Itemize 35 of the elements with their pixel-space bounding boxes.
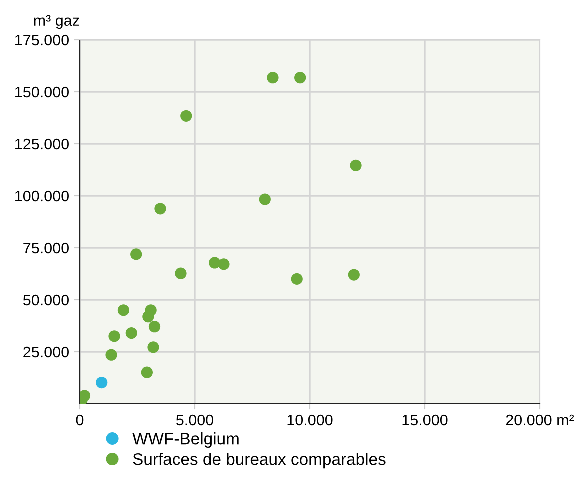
y-tick-label: 125.000 [16, 138, 69, 150]
y-tick-label: 25.000 [24, 346, 69, 358]
point [180, 110, 192, 122]
y-axis-title: m³ gaz [34, 15, 80, 30]
point [154, 203, 166, 215]
point [142, 311, 154, 323]
x-tick-label: 20.000 m² [506, 414, 574, 426]
point [130, 248, 142, 260]
point [148, 342, 160, 354]
point [294, 72, 306, 84]
point [350, 160, 362, 172]
point [218, 258, 230, 270]
point [348, 269, 360, 281]
point [126, 327, 138, 340]
point [291, 273, 303, 286]
x-tick-label: 0 [76, 414, 84, 426]
y-tick-label: 100.000 [16, 190, 69, 202]
x-tick-label: 10.000 [288, 414, 333, 426]
point [96, 376, 108, 389]
y-tick-label: 175.000 [16, 34, 69, 46]
point [259, 194, 271, 206]
y-tick-label: 75.000 [24, 242, 69, 254]
point [108, 330, 120, 342]
x-tick-label: 15.000 [402, 414, 448, 426]
x-tick-label: 5.000 [176, 414, 214, 426]
point [106, 349, 118, 361]
point [175, 268, 187, 280]
legend-label: WWF-Belgium [132, 432, 239, 448]
point [141, 366, 153, 378]
point [148, 321, 161, 333]
y-tick-label: 50.000 [23, 294, 69, 306]
y-tick-label: 150.000 [16, 86, 69, 98]
legend-label: Surfaces de bureaux comparables [133, 453, 386, 469]
point [267, 72, 279, 84]
point [118, 304, 130, 316]
